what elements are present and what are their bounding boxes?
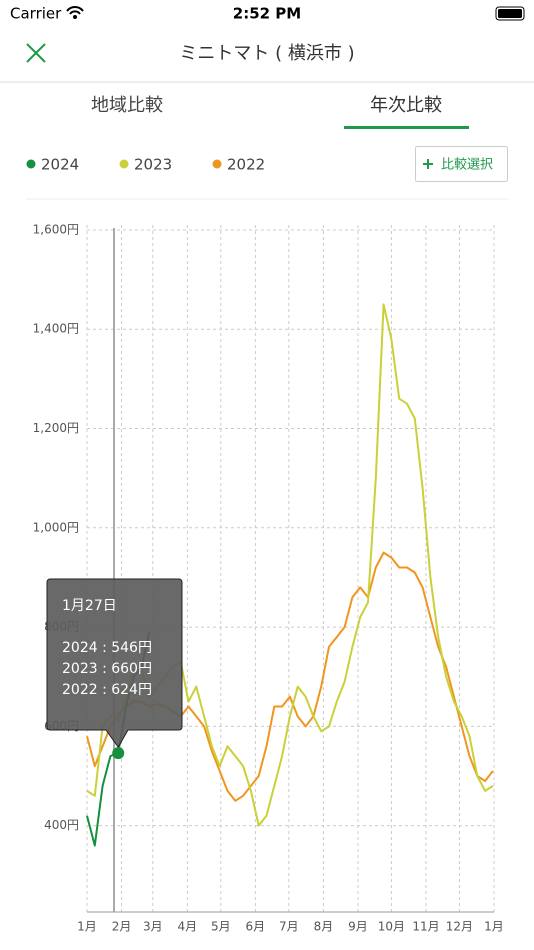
- plus-icon: [423, 159, 433, 169]
- series-line: [86, 303, 494, 827]
- close-button[interactable]: [26, 43, 46, 63]
- x-tick-label: 3月: [143, 920, 163, 934]
- x-tick-label: 1月: [484, 920, 504, 934]
- x-tick-label: 1月: [77, 920, 97, 934]
- wifi-icon: [66, 6, 84, 15]
- legend-dot: [26, 159, 36, 169]
- x-tick-label: 5月: [211, 920, 231, 934]
- y-tick-label: 400円: [44, 818, 79, 832]
- y-tick-label: 1,600円: [33, 222, 79, 236]
- compare-button-label: 比較選択: [441, 158, 493, 173]
- x-tick-label: 6月: [246, 920, 266, 934]
- legend-dot: [212, 159, 222, 169]
- tooltip-line: 2022 : 624円: [62, 682, 152, 698]
- tooltip-line: 2024 : 546円: [62, 640, 152, 656]
- compare-button[interactable]: [415, 146, 508, 182]
- legend-label: 2023: [134, 156, 172, 174]
- chart: 202420232022400円600円800円1,000円1,200円1,40…: [26, 156, 504, 934]
- tooltip-marker: [112, 747, 125, 760]
- tab-indicator: [344, 126, 469, 129]
- x-tick-label: 10月: [378, 920, 405, 934]
- x-tick-label: 9月: [348, 920, 368, 934]
- x-tick-label: 7月: [279, 920, 299, 934]
- x-tick-label: 11月: [412, 920, 439, 934]
- carrier: Carrier: [10, 5, 62, 23]
- tooltip-title: 1月27日: [62, 598, 117, 614]
- y-tick-label: 1,000円: [33, 520, 79, 534]
- time: 2:52 PM: [233, 5, 301, 23]
- x-tick-label: 2月: [112, 920, 132, 934]
- x-tick-label: 8月: [314, 920, 334, 934]
- wifi-dot: [73, 15, 77, 19]
- tooltip-box: [46, 578, 183, 749]
- legend-label: 2024: [41, 156, 79, 174]
- tooltip-line: 2023 : 660円: [62, 661, 152, 677]
- tab-active[interactable]: 年次比較: [370, 95, 442, 116]
- y-tick-label: 1,200円: [33, 421, 79, 435]
- legend-label: 2022: [227, 156, 265, 174]
- header-title: ミニトマト ( 横浜市 ): [179, 43, 354, 64]
- x-tick-label: 12月: [446, 920, 473, 934]
- battery: [495, 6, 525, 21]
- y-tick-label: 1,400円: [33, 322, 79, 336]
- tab[interactable]: 地域比較: [91, 95, 163, 116]
- x-tick-label: 4月: [178, 920, 198, 934]
- battery-level: [498, 9, 522, 18]
- legend-dot: [119, 159, 129, 169]
